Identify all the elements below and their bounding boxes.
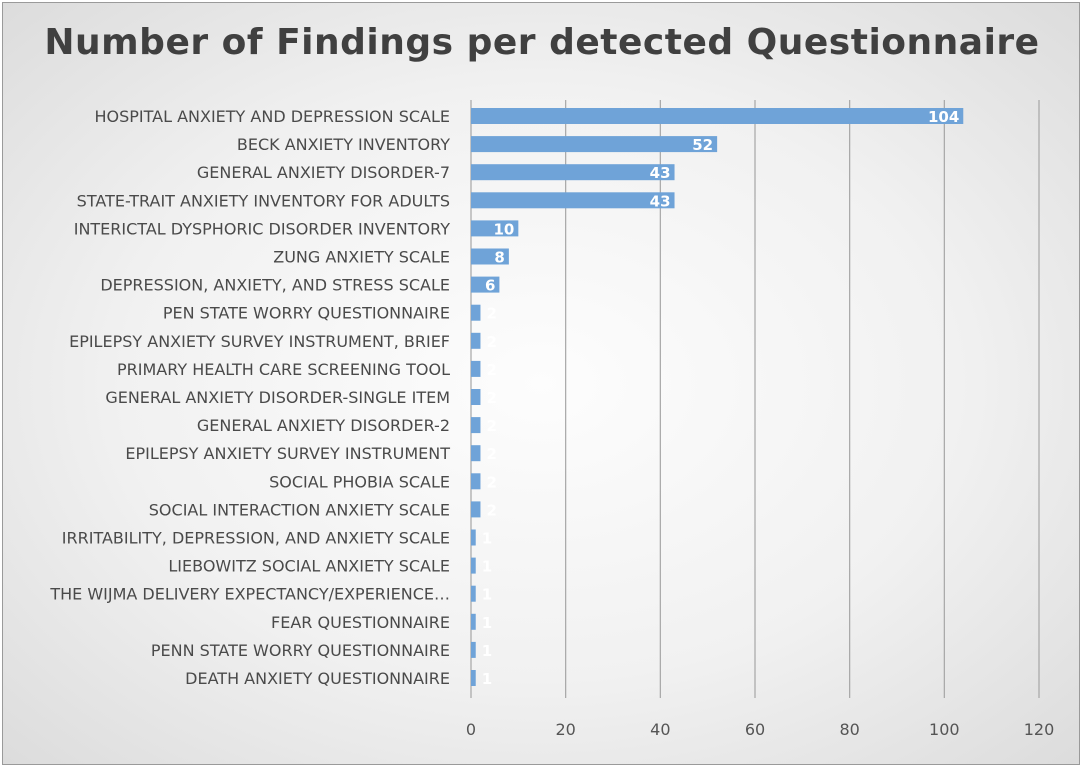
category-label: EPILEPSY ANXIETY SURVEY INSTRUMENT, BRIE… xyxy=(69,332,450,351)
bar xyxy=(471,332,481,349)
bar xyxy=(471,360,481,377)
category-label: ZUNG ANXIETY SCALE xyxy=(273,248,450,267)
gridlines xyxy=(470,100,1040,698)
bar xyxy=(471,613,476,630)
bar xyxy=(471,641,476,658)
bar xyxy=(471,276,500,293)
category-label: DEATH ANXIETY QUESTIONNAIRE xyxy=(185,669,450,688)
data-label: 8 xyxy=(494,249,504,267)
category-label: THE WIJMA DELIVERY EXPECTANCY/EXPERIENCE… xyxy=(49,585,450,604)
data-label: 2 xyxy=(486,473,496,491)
category-label: PENN STATE WORRY QUESTIONNAIRE xyxy=(151,641,450,660)
category-label: INTERICTAL DYSPHORIC DISORDER INVENTORY xyxy=(74,219,451,238)
category-label: GENERAL ANXIETY DISORDER-2 xyxy=(197,416,450,435)
category-label: FEAR QUESTIONNAIRE xyxy=(271,613,450,632)
bar xyxy=(471,670,476,686)
bar xyxy=(471,389,481,405)
data-label: 1 xyxy=(482,670,492,688)
data-label: 6 xyxy=(485,277,495,295)
bar xyxy=(471,501,481,518)
category-label: PRIMARY HEALTH CARE SCREENING TOOL xyxy=(117,360,450,379)
data-label: 2 xyxy=(486,389,496,407)
bar xyxy=(471,473,481,490)
chart-title: Number of Findings per detected Question… xyxy=(44,22,1040,63)
x-tick-label: 100 xyxy=(929,720,960,739)
x-tick-label: 60 xyxy=(745,720,765,739)
bar xyxy=(471,220,519,237)
bar xyxy=(471,445,481,462)
data-label: 2 xyxy=(486,417,496,435)
category-label: EPILEPSY ANXIETY SURVEY INSTRUMENT xyxy=(125,444,450,463)
x-tick-label: 40 xyxy=(650,720,670,739)
category-label: SOCIAL INTERACTION ANXIETY SCALE xyxy=(149,500,450,519)
x-tick-label: 80 xyxy=(839,720,859,739)
category-label: LIEBOWITZ SOCIAL ANXIETY SCALE xyxy=(168,557,450,576)
category-label: SOCIAL PHOBIA SCALE xyxy=(269,472,450,491)
category-label: PEN STATE WORRY QUESTIONNAIRE xyxy=(163,304,450,323)
category-label: GENERAL ANXIETY DISORDER-SINGLE ITEM xyxy=(105,388,450,407)
bar xyxy=(471,529,476,546)
bar xyxy=(471,304,481,321)
data-label: 1 xyxy=(482,586,492,604)
data-label: 10 xyxy=(493,220,514,238)
data-label: 52 xyxy=(692,136,713,154)
category-label: DEPRESSION, ANXIETY, AND STRESS SCALE xyxy=(100,276,450,295)
data-label: 2 xyxy=(486,501,496,519)
data-label: 43 xyxy=(650,164,671,182)
data-label: 2 xyxy=(486,445,496,463)
x-tick-label: 20 xyxy=(555,720,575,739)
x-tick-labels: 0 20 40 60 80 100 120 xyxy=(466,720,1054,739)
category-label: GENERAL ANXIETY DISORDER-7 xyxy=(197,163,450,182)
bar xyxy=(471,164,675,181)
bar xyxy=(471,192,675,209)
data-label: 1 xyxy=(482,530,492,548)
data-label: 1 xyxy=(482,614,492,632)
bar xyxy=(471,248,509,265)
data-label: 1 xyxy=(482,558,492,576)
bar xyxy=(471,557,476,574)
category-label: IRRITABILITY, DEPRESSION, AND ANXIETY SC… xyxy=(62,529,450,548)
data-label: 1 xyxy=(482,642,492,660)
data-label: 43 xyxy=(650,192,671,210)
category-label: HOSPITAL ANXIETY AND DEPRESSION SCALE xyxy=(94,107,450,126)
category-labels: HOSPITAL ANXIETY AND DEPRESSION SCALE BEC… xyxy=(49,107,450,688)
bar xyxy=(471,585,476,602)
x-tick-label: 120 xyxy=(1024,720,1055,739)
bar xyxy=(471,108,964,124)
category-label: STATE-TRAIT ANXIETY INVENTORY FOR ADULTS xyxy=(77,191,450,210)
data-label: 2 xyxy=(486,333,496,351)
data-label: 2 xyxy=(486,361,496,379)
data-label: 2 xyxy=(486,305,496,323)
data-label: 104 xyxy=(928,108,959,126)
x-tick-label: 0 xyxy=(466,720,476,739)
bar xyxy=(471,417,481,434)
category-label: BECK ANXIETY INVENTORY xyxy=(237,135,450,154)
bars: 104 52 43 43 10 8 6 2 2 2 2 2 2 2 2 1 1 1 1 1 1 xyxy=(471,108,964,688)
bar xyxy=(471,136,718,153)
